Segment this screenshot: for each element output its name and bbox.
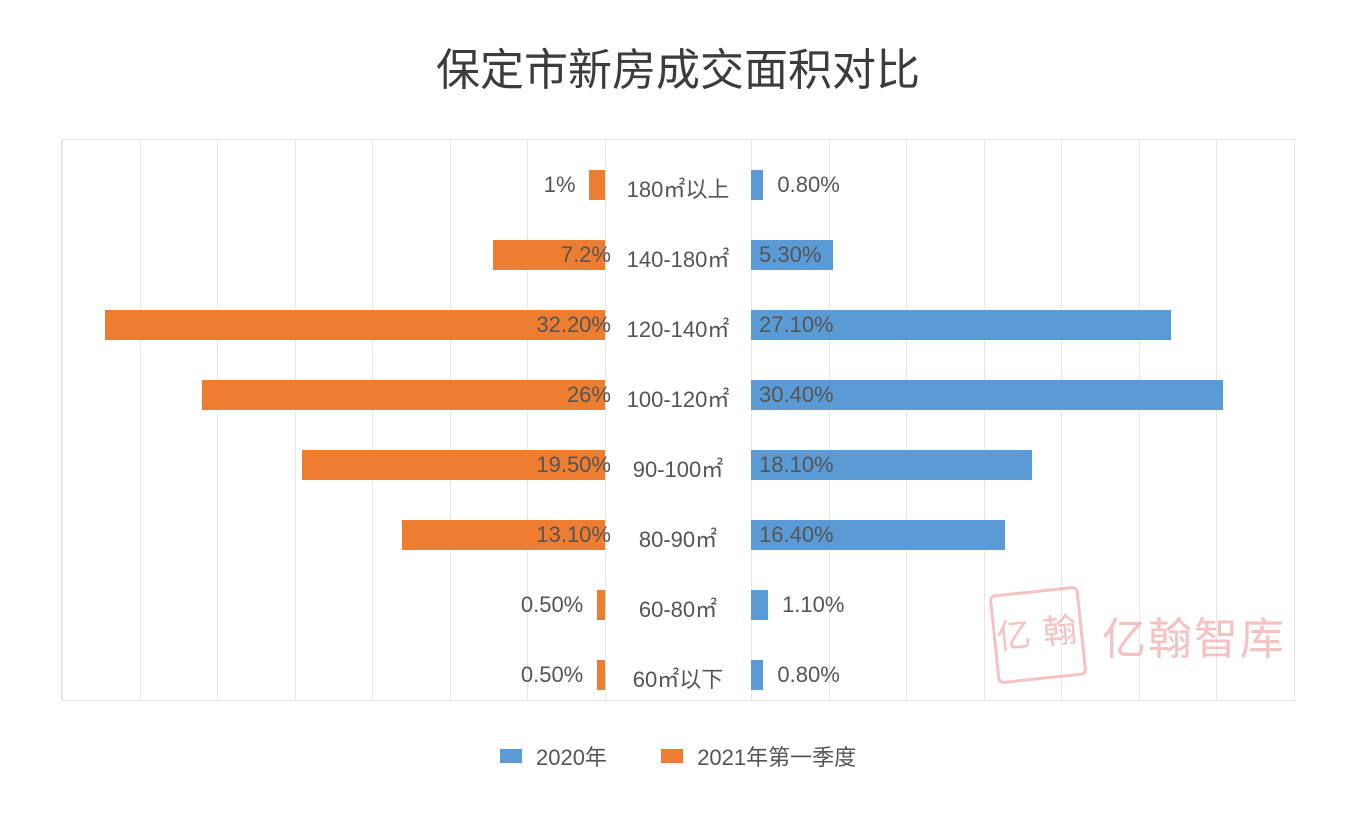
grid-line <box>906 140 907 700</box>
category-label: 180㎡以上 <box>605 172 751 204</box>
bar-right <box>751 590 768 620</box>
grid-line <box>140 140 141 700</box>
category-label: 120-140㎡ <box>605 312 751 344</box>
grid-line <box>295 140 296 700</box>
bar-left <box>589 170 605 200</box>
value-label-left: 0.50% <box>521 662 583 688</box>
value-label-right: 27.10% <box>759 312 834 338</box>
legend-item-right: 2020年 <box>500 740 607 772</box>
legend-label-left: 2021年第一季度 <box>697 745 856 770</box>
value-label-left: 32.20% <box>111 312 611 338</box>
category-label: 90-100㎡ <box>605 452 751 484</box>
legend-label-right: 2020年 <box>536 745 607 770</box>
value-label-right: 30.40% <box>759 382 834 408</box>
bar-right <box>751 170 763 200</box>
category-label: 140-180㎡ <box>605 242 751 274</box>
value-label-right: 18.10% <box>759 452 834 478</box>
legend-swatch-left <box>661 749 683 763</box>
legend-swatch-right <box>500 749 522 763</box>
bar-left <box>597 660 605 690</box>
value-label-left: 0.50% <box>521 592 583 618</box>
value-label-left: 26% <box>208 382 611 408</box>
value-label-right: 1.10% <box>782 592 844 618</box>
grid-line <box>984 140 985 700</box>
grid-line <box>1216 140 1217 700</box>
chart-container: { "title": "保定市新房成交面积对比", "title_fontsiz… <box>0 0 1356 820</box>
bar-left <box>597 590 605 620</box>
legend: 2020年 2021年第一季度 <box>0 740 1356 772</box>
chart-title: 保定市新房成交面积对比 <box>0 34 1356 98</box>
grid-line <box>62 140 63 700</box>
value-label-left: 13.10% <box>408 522 611 548</box>
plot-area: 180㎡以上 1% 0.80% 140-180㎡7.2% 5.30% 120-140㎡32… <box>62 140 1294 700</box>
value-label-left: 19.50% <box>308 452 611 478</box>
grid-line <box>1139 140 1140 700</box>
grid-line <box>1061 140 1062 700</box>
value-label-right: 5.30% <box>759 242 821 268</box>
category-label: 100-120㎡ <box>605 382 751 414</box>
grid-line <box>1294 140 1295 700</box>
grid-line <box>372 140 373 700</box>
value-label-left: 1% <box>544 172 576 198</box>
value-label-right: 16.40% <box>759 522 834 548</box>
legend-item-left: 2021年第一季度 <box>661 740 856 772</box>
category-label: 60㎡以下 <box>605 662 751 694</box>
bar-right <box>751 660 763 690</box>
value-label-right: 0.80% <box>777 172 839 198</box>
category-label: 60-80㎡ <box>605 592 751 624</box>
grid-line <box>450 140 451 700</box>
grid-line <box>217 140 218 700</box>
value-label-left: 7.2% <box>499 242 611 268</box>
category-label: 80-90㎡ <box>605 522 751 554</box>
value-label-right: 0.80% <box>777 662 839 688</box>
